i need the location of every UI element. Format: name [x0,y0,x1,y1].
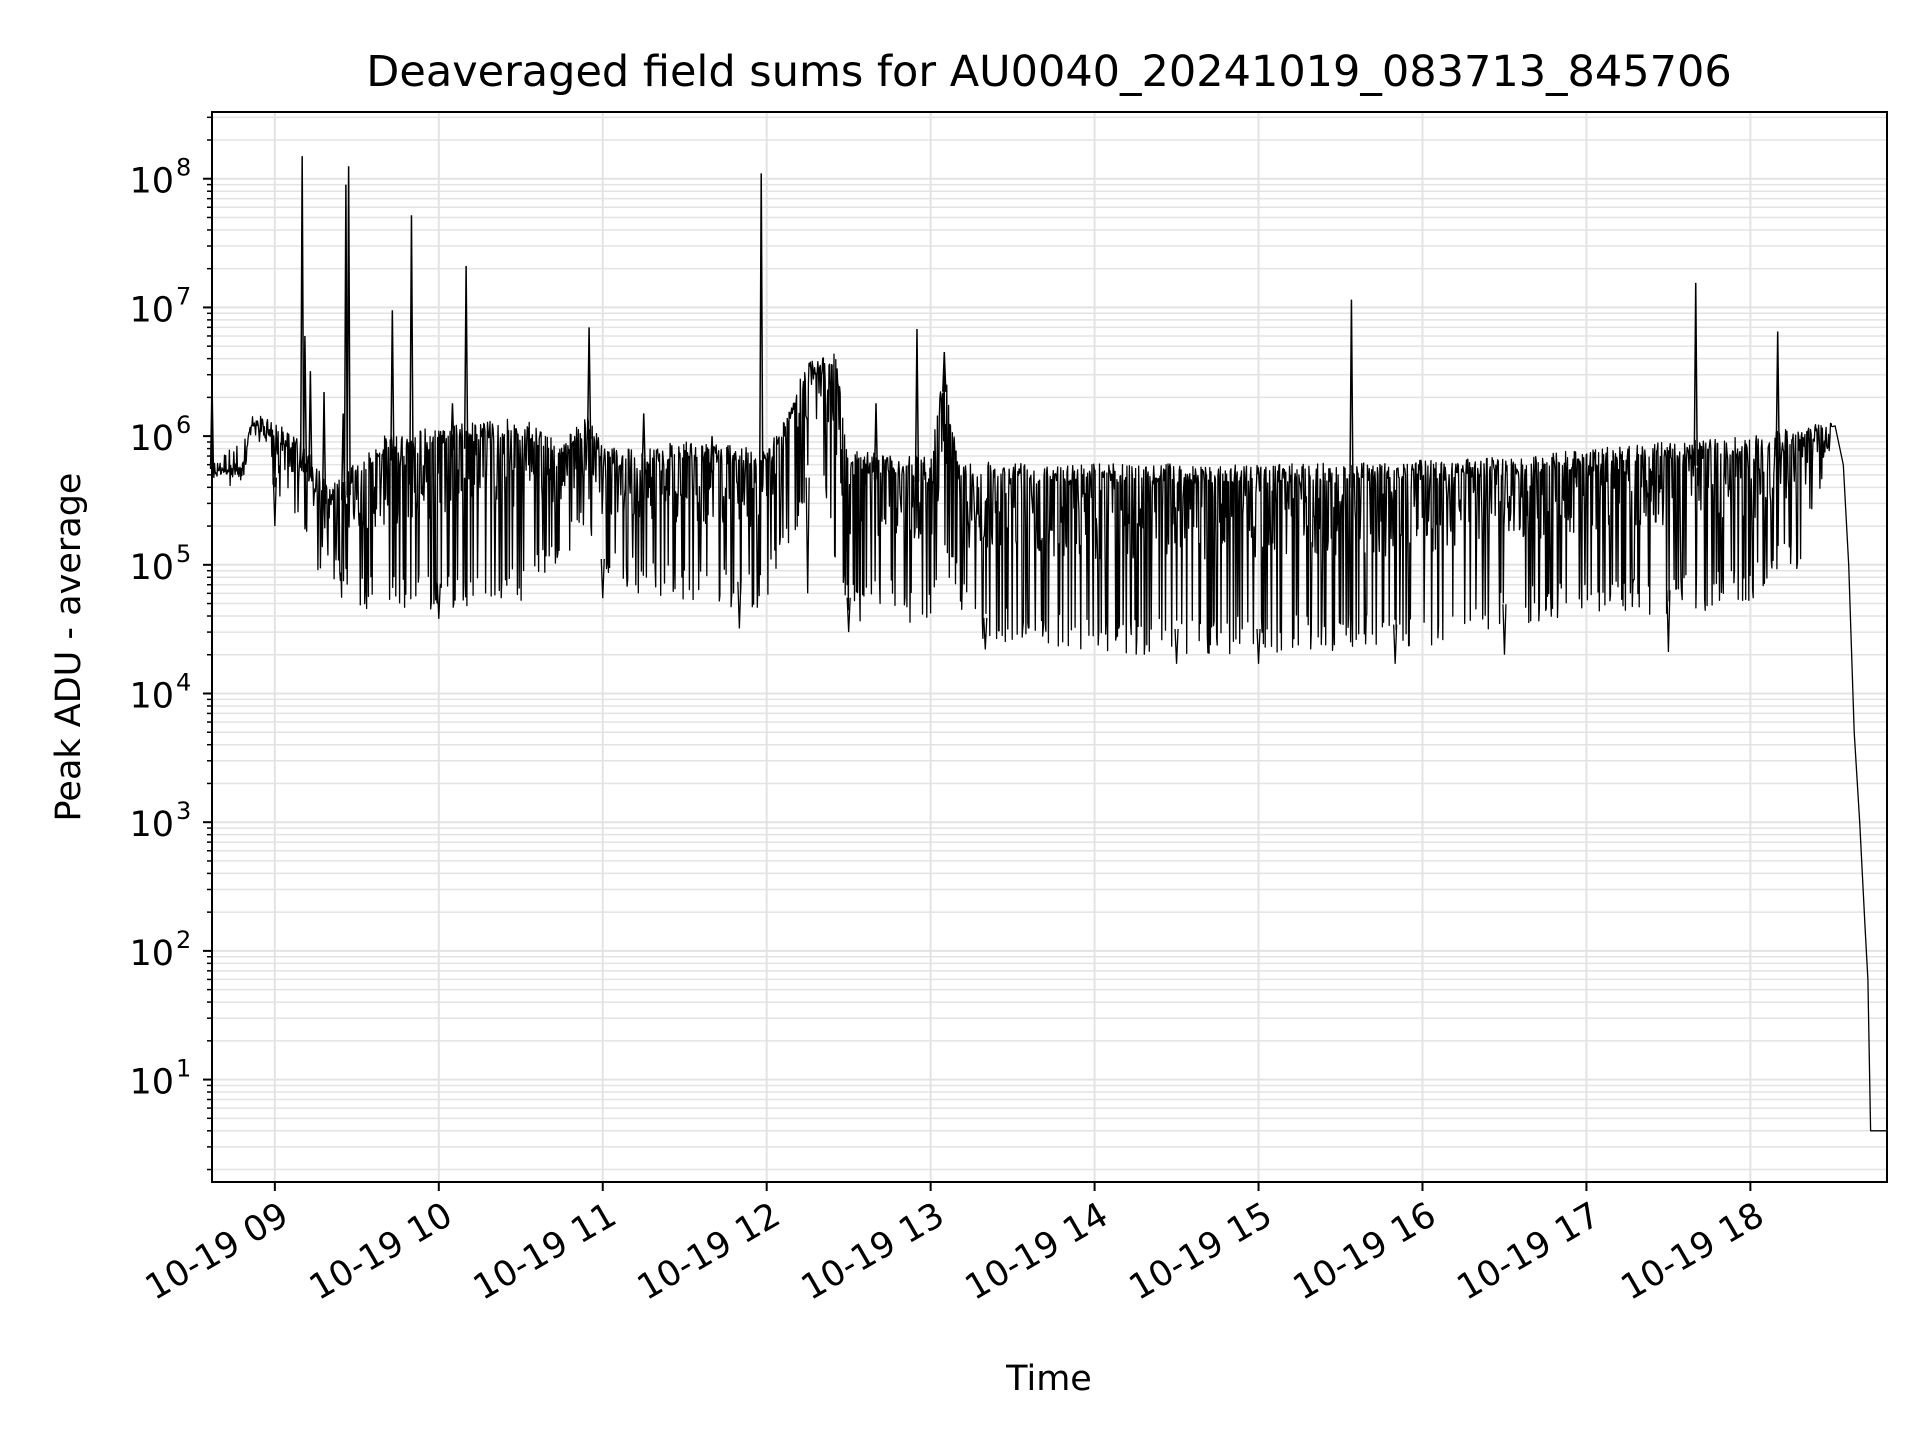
y-tick-label: 10 [129,805,174,845]
y-tick-label: 10 [129,162,174,202]
y-tick-exponent: 3 [176,797,191,825]
dip-mark [846,597,851,633]
dip-mark [737,581,742,629]
spike-mark [302,335,308,473]
spike-mark [1693,282,1698,466]
dip-mark [983,617,988,650]
y-tick-exponent: 2 [176,926,191,954]
spike-mark [873,403,879,480]
spike-mark [346,166,351,496]
spike-mark [1775,331,1780,457]
y-tick-label: 10 [129,934,174,974]
dip-mark [272,477,277,527]
y-tick-exponent: 5 [176,540,191,568]
y-tick-exponent: 4 [176,668,191,696]
y-tick-label: 10 [129,548,174,588]
y-tick-exponent: 6 [176,411,191,439]
grid-lines [212,112,1887,1182]
dip-mark [1502,604,1507,655]
spike-mark [299,156,305,468]
plot-frame [211,111,1888,1183]
y-tick-exponent: 1 [176,1055,191,1083]
y-tick-exponent: 8 [176,154,191,182]
spike-mark [914,328,920,482]
chart-title: Deaveraged field sums for AU0040_2024101… [366,47,1731,97]
x-axis-label: Time [1005,1359,1092,1399]
dip-mark [600,558,605,599]
dip-mark [1393,624,1398,664]
spike-mark [409,215,414,457]
dip-mark [1174,628,1179,664]
spike-mark [942,352,947,392]
dip-mark [436,583,441,619]
series-group [209,156,1887,1132]
y-tick-label: 10 [129,419,174,459]
y-tick-label: 10 [129,1063,174,1103]
series-line [211,353,1887,1132]
dip-mark [1256,628,1261,664]
y-tick-exponent: 7 [176,282,191,310]
dip-mark [805,477,810,594]
spike-mark [709,436,715,470]
spike-mark [1349,299,1354,488]
spike-mark [450,403,455,451]
y-tick-label: 10 [129,676,174,716]
spike-mark [463,265,469,449]
y-tick-label: 10 [129,290,174,330]
spike-mark [321,392,327,505]
spike-mark [308,371,313,482]
spike-mark [758,173,764,474]
spike-mark [641,413,646,472]
y-axis-label: Peak ADU - average [49,473,89,822]
dip-mark [1666,590,1671,653]
spike-mark [390,310,395,461]
spike-mark [586,327,592,440]
